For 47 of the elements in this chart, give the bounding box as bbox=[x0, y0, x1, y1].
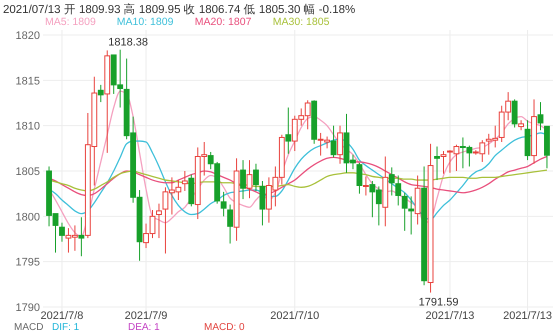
annotation: 1791.59 bbox=[418, 296, 458, 309]
candlestick bbox=[382, 156, 388, 227]
candlestick bbox=[414, 175, 421, 225]
text: MA20: 1807 bbox=[194, 16, 252, 28]
candlestick bbox=[337, 125, 343, 164]
candlestick bbox=[285, 107, 292, 154]
candlestick bbox=[98, 84, 104, 103]
text: MACD bbox=[14, 322, 44, 331]
text: MA5: 1809 bbox=[45, 16, 96, 28]
candlestick bbox=[538, 102, 544, 131]
text: DEA: 1 bbox=[128, 322, 160, 331]
candlestick bbox=[253, 163, 259, 192]
y-tick-label: 1800 bbox=[16, 211, 40, 224]
chart-title: 2021/07/13 开 1809.93 高 1809.95 收 1806.74 低 1805.30 幅 -0.18% bbox=[3, 2, 356, 16]
candlestick bbox=[408, 196, 414, 235]
x-tick-label: 2021/7/8 bbox=[40, 310, 84, 322]
candlestick bbox=[234, 158, 240, 242]
text: MACD: 0 bbox=[204, 322, 245, 331]
candlestick bbox=[188, 174, 194, 207]
candlestick bbox=[428, 143, 434, 294]
candlestick bbox=[330, 125, 336, 158]
y-tick-label: 1795 bbox=[16, 256, 40, 269]
candlestick bbox=[156, 203, 162, 239]
candlestick bbox=[240, 160, 246, 200]
candlestick bbox=[260, 180, 266, 226]
candlestick bbox=[227, 204, 234, 244]
text: MA10: 1809 bbox=[116, 16, 174, 28]
candlestick bbox=[246, 160, 252, 199]
x-tick-label: 2021/7/13 bbox=[425, 310, 474, 322]
x-tick-label: 2021/7/13 bbox=[503, 310, 552, 322]
y-tick-label: 1790 bbox=[16, 302, 40, 314]
candlestick bbox=[182, 170, 188, 192]
y-tick-label: 1820 bbox=[16, 30, 40, 42]
candlestick bbox=[78, 216, 84, 257]
candlestick bbox=[362, 176, 369, 196]
y-tick-label: 1810 bbox=[16, 120, 40, 133]
candlestick bbox=[434, 146, 440, 181]
candlestick bbox=[531, 98, 537, 164]
annotation: 1818.38 bbox=[108, 36, 148, 49]
x-tick-label: 2021/7/9 bbox=[124, 310, 168, 322]
candlestick bbox=[220, 191, 227, 217]
y-tick-label: 1815 bbox=[16, 75, 40, 88]
candlestick bbox=[104, 50, 110, 154]
y-tick-label: 1805 bbox=[16, 166, 40, 178]
text: DIF: 1 bbox=[52, 322, 80, 331]
x-tick-label: 2021/7/10 bbox=[270, 310, 320, 322]
text: MA30: 1805 bbox=[272, 16, 330, 28]
